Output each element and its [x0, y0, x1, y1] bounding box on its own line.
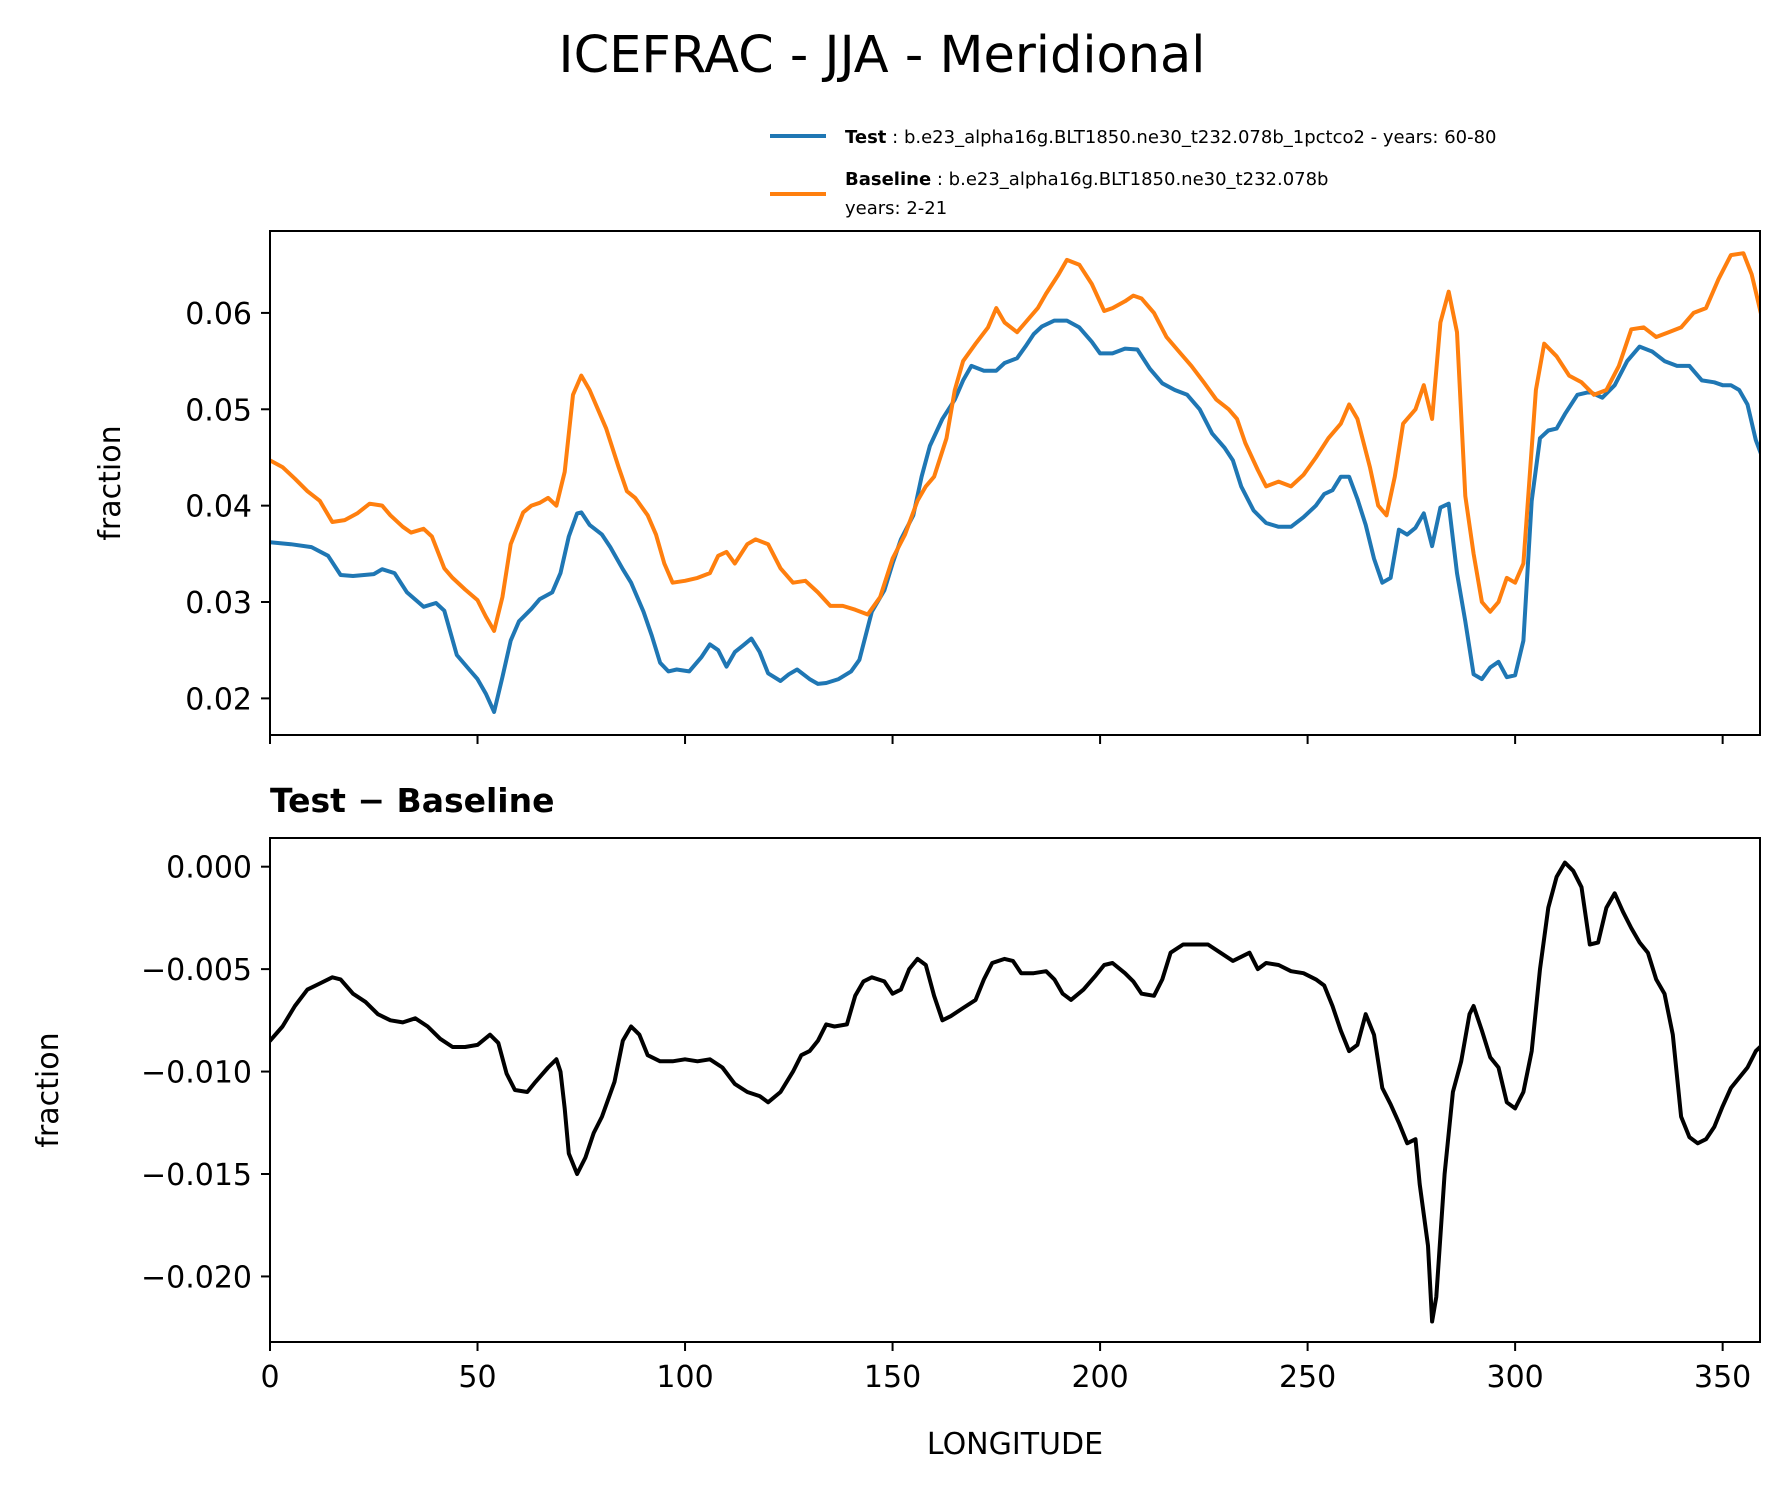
- top-ytick-label: 0.06: [185, 297, 252, 332]
- bottom-xtick-label: 200: [1071, 1360, 1128, 1395]
- bottom-ytick-label: −0.020: [141, 1260, 252, 1295]
- top-panel: 0.02 0.03 0.04 0.05 0.06 fraction: [93, 230, 1761, 744]
- bottom-panel-y-ticks: 0.000 −0.005 −0.010 −0.015 −0.020: [141, 851, 270, 1295]
- top-series-line-baseline: [270, 251, 1760, 633]
- top-series-line-test: [270, 318, 1760, 714]
- bottom-panel-xlabel: LONGITUDE: [927, 1427, 1103, 1462]
- bottom-panel-ylabel: fraction: [31, 1032, 66, 1147]
- legend: Test : b.e23_alpha16g.BLT1850.ne30_t232.…: [770, 127, 1497, 219]
- top-ytick-label: 0.04: [185, 490, 252, 525]
- bottom-series-line-difference: [270, 860, 1760, 1324]
- bottom-xtick-label: 50: [458, 1360, 496, 1395]
- bottom-panel: Test − Baseline 0.000 −0.005 −0.010 −0.015 −…: [31, 781, 1761, 1462]
- bottom-panel-frame: [269, 837, 1761, 1343]
- top-panel-y-ticks: 0.02 0.03 0.04 0.05 0.06: [185, 297, 270, 717]
- legend-entry-test: Test : b.e23_alpha16g.BLT1850.ne30_t232.…: [770, 127, 1497, 148]
- bottom-ytick-label: −0.005: [141, 953, 252, 988]
- top-panel-frame: [269, 230, 1761, 736]
- top-ytick-label: 0.02: [185, 682, 252, 717]
- legend-label-test-text: b.e23_alpha16g.BLT1850.ne30_t232.078b_1p…: [904, 127, 1497, 148]
- bottom-ytick-label: −0.010: [141, 1056, 252, 1091]
- top-ytick-label: 0.03: [185, 586, 252, 621]
- legend-label-baseline-sep: :: [931, 169, 949, 190]
- bottom-xtick-label: 350: [1694, 1360, 1751, 1395]
- top-panel-lines: [270, 251, 1760, 714]
- legend-label-baseline: Baseline : b.e23_alpha16g.BLT1850.ne30_t…: [845, 169, 1328, 190]
- legend-label-baseline-text: b.e23_alpha16g.BLT1850.ne30_t232.078b: [949, 169, 1329, 190]
- bottom-panel-lines: [270, 860, 1760, 1324]
- top-panel-x-ticks: [269, 735, 1724, 744]
- top-panel-ylabel: fraction: [93, 425, 128, 540]
- legend-label-test: Test : b.e23_alpha16g.BLT1850.ne30_t232.…: [845, 127, 1497, 148]
- bottom-xtick-label: 300: [1486, 1360, 1543, 1395]
- figure-title: ICEFRAC - JJA - Meridional: [559, 26, 1206, 85]
- legend-label-test-bold: Test: [845, 127, 887, 148]
- legend-label-test-sep: :: [886, 127, 904, 148]
- bottom-xtick-label: 150: [864, 1360, 921, 1395]
- bottom-ytick-label: 0.000: [166, 851, 252, 886]
- bottom-xtick-label: 250: [1279, 1360, 1336, 1395]
- bottom-ytick-label: −0.015: [141, 1158, 252, 1193]
- bottom-panel-title: Test − Baseline: [270, 781, 555, 820]
- bottom-xtick-label: 100: [656, 1360, 713, 1395]
- legend-label-baseline-bold: Baseline: [845, 169, 931, 190]
- legend-entry-baseline: Baseline : b.e23_alpha16g.BLT1850.ne30_t…: [770, 169, 1328, 219]
- legend-label-baseline-line2: years: 2-21: [845, 198, 947, 219]
- bottom-xtick-label: 0: [260, 1360, 279, 1395]
- bottom-panel-x-ticks: 0 50 100 150 200 250 300 350: [260, 1342, 1751, 1395]
- top-ytick-label: 0.05: [185, 393, 252, 428]
